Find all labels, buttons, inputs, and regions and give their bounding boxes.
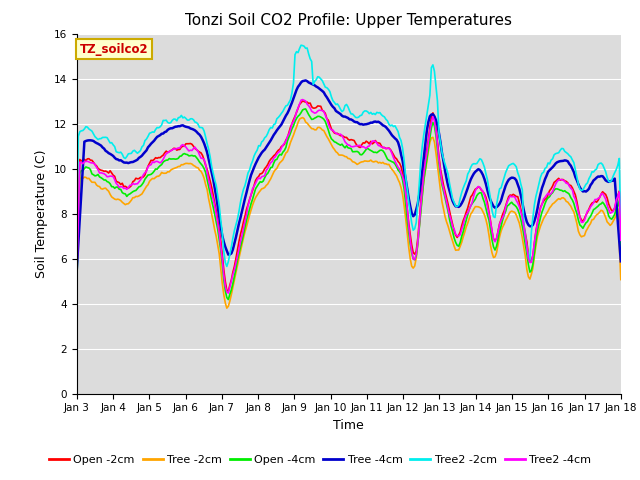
Tree -2cm xyxy=(255,190,262,196)
Open -2cm xyxy=(314,103,321,109)
Tree2 -2cm xyxy=(589,169,597,175)
Tree -2cm xyxy=(223,305,230,311)
Line: Tree -4cm: Tree -4cm xyxy=(77,81,621,269)
Tree -4cm xyxy=(588,180,596,186)
Open -4cm xyxy=(255,181,262,187)
Line: Tree2 -2cm: Tree2 -2cm xyxy=(77,45,621,266)
Tree -2cm xyxy=(617,276,625,282)
Tree -2cm xyxy=(237,249,244,254)
Tree2 -4cm xyxy=(299,96,307,102)
Tree2 -4cm xyxy=(589,200,597,206)
Tree2 -4cm xyxy=(73,274,81,279)
Tree2 -2cm xyxy=(264,131,271,136)
X-axis label: Time: Time xyxy=(333,419,364,432)
Tree2 -4cm xyxy=(314,108,321,114)
Open -2cm xyxy=(264,162,271,168)
Tree2 -2cm xyxy=(617,231,625,237)
Line: Open -4cm: Open -4cm xyxy=(77,109,621,300)
Y-axis label: Soil Temperature (C): Soil Temperature (C) xyxy=(35,149,48,278)
Tree2 -4cm xyxy=(264,166,271,171)
Open -4cm xyxy=(73,281,81,287)
Open -2cm xyxy=(73,274,81,279)
Tree2 -4cm xyxy=(140,172,147,178)
Tree -2cm xyxy=(314,125,321,131)
Open -2cm xyxy=(237,231,244,237)
Open -4cm xyxy=(314,113,321,119)
Open -4cm xyxy=(225,297,232,302)
Tree2 -4cm xyxy=(237,239,244,244)
Open -2cm xyxy=(617,235,625,241)
Tree -4cm xyxy=(235,221,243,227)
Tree2 -2cm xyxy=(255,143,262,148)
Tree -2cm xyxy=(73,261,81,267)
Line: Open -2cm: Open -2cm xyxy=(77,101,621,291)
Tree -2cm xyxy=(140,189,147,194)
Tree2 -2cm xyxy=(297,42,305,48)
Tree -4cm xyxy=(617,258,625,264)
Open -4cm xyxy=(617,243,625,249)
Tree2 -2cm xyxy=(223,264,230,269)
Open -4cm xyxy=(302,106,310,112)
Legend: Open -2cm, Tree -2cm, Open -4cm, Tree -4cm, Tree2 -2cm, Tree2 -4cm: Open -2cm, Tree -2cm, Open -4cm, Tree -4… xyxy=(45,451,595,469)
Tree2 -2cm xyxy=(237,200,244,205)
Tree2 -2cm xyxy=(140,143,147,148)
Open -4cm xyxy=(140,180,147,185)
Open -2cm xyxy=(140,174,147,180)
Tree -2cm xyxy=(264,181,271,187)
Line: Tree2 -4cm: Tree2 -4cm xyxy=(77,99,621,293)
Open -4cm xyxy=(237,244,244,250)
Tree2 -4cm xyxy=(255,175,262,181)
Tree2 -4cm xyxy=(225,290,232,296)
Tree -4cm xyxy=(302,78,310,84)
Title: Tonzi Soil CO2 Profile: Upper Temperatures: Tonzi Soil CO2 Profile: Upper Temperatur… xyxy=(186,13,512,28)
Tree -4cm xyxy=(262,144,270,150)
Tree -2cm xyxy=(589,216,597,222)
Tree2 -2cm xyxy=(73,221,81,227)
Tree -4cm xyxy=(312,84,320,89)
Open -4cm xyxy=(589,207,597,213)
Open -2cm xyxy=(225,288,232,294)
Line: Tree -2cm: Tree -2cm xyxy=(77,118,621,308)
Tree -4cm xyxy=(73,266,81,272)
Open -2cm xyxy=(589,200,597,205)
Tree -2cm xyxy=(299,115,307,120)
Tree2 -4cm xyxy=(617,238,625,243)
Tree -4cm xyxy=(253,158,261,164)
Open -2cm xyxy=(299,98,307,104)
Text: TZ_soilco2: TZ_soilco2 xyxy=(79,43,148,56)
Tree -4cm xyxy=(140,151,147,156)
Open -2cm xyxy=(255,174,262,180)
Open -4cm xyxy=(264,170,271,176)
Tree2 -2cm xyxy=(314,74,321,80)
